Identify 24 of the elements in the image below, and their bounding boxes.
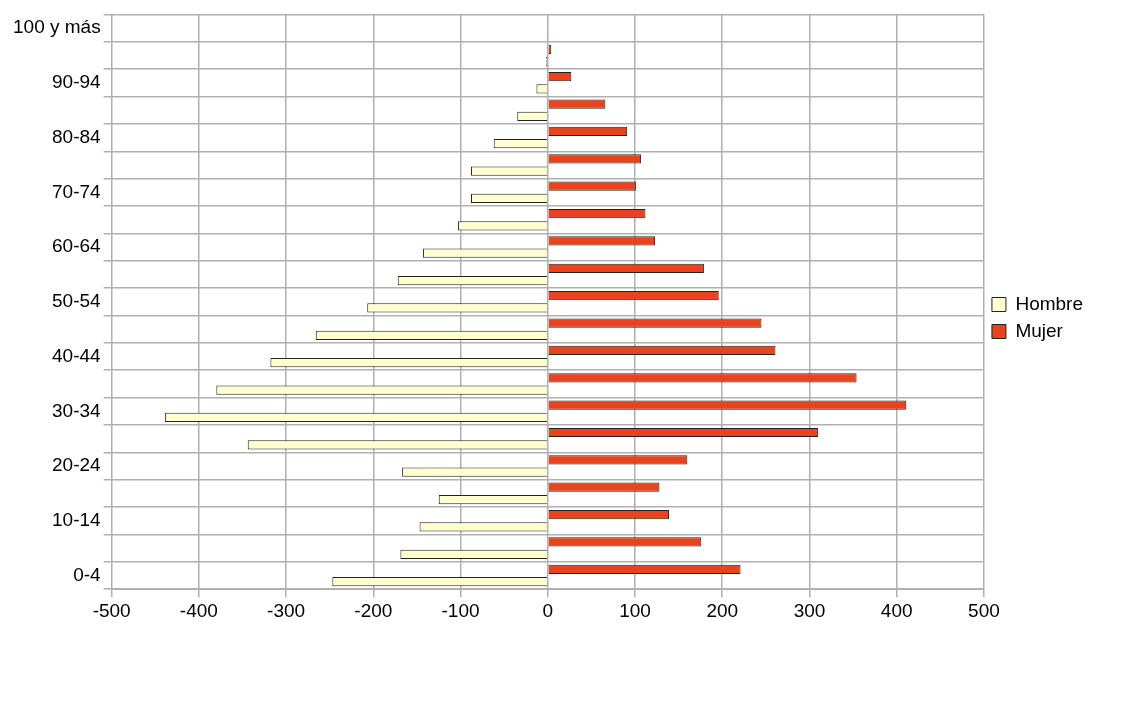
x-tick-label: 0 xyxy=(542,599,554,621)
y-tick-label: 60-64 xyxy=(52,235,102,257)
y-tick-label: 80-84 xyxy=(52,125,102,147)
y-tick-label: 90-94 xyxy=(52,71,102,93)
y-tick-label: 100 y más xyxy=(13,16,101,38)
x-tick-label: -400 xyxy=(179,599,218,621)
y-tick-label: 70-74 xyxy=(52,180,102,202)
x-tick-label: 300 xyxy=(793,599,826,621)
y-tick-label: 30-34 xyxy=(52,399,102,421)
y-tick-label: 50-54 xyxy=(52,290,102,312)
x-tick-label: 400 xyxy=(880,599,913,621)
x-tick-label: 100 xyxy=(619,599,651,621)
x-tick-label: -200 xyxy=(354,599,393,621)
y-tick-label: 10-14 xyxy=(52,509,102,531)
x-tick-label: -300 xyxy=(267,599,306,621)
legend-label: Hombre xyxy=(1015,292,1083,314)
legend-label: Mujer xyxy=(1015,319,1064,341)
y-tick-label: 40-44 xyxy=(52,344,102,366)
x-tick-label: 500 xyxy=(968,599,1000,621)
x-tick-label: 200 xyxy=(706,599,739,621)
y-tick-label: 0-4 xyxy=(73,563,102,585)
x-tick-label: -100 xyxy=(441,599,480,621)
y-tick-label: 20-24 xyxy=(52,454,102,476)
x-tick-label: -500 xyxy=(92,599,131,621)
